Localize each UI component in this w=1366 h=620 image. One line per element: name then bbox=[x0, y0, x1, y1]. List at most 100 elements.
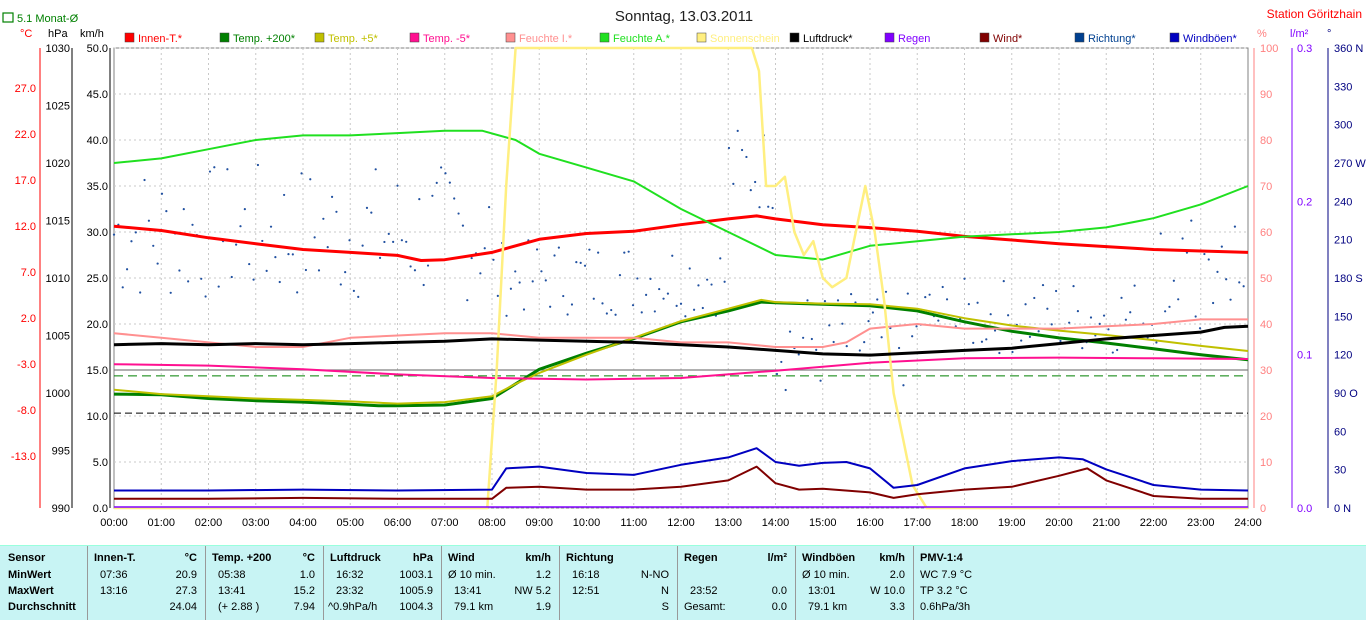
boeen-min-label: Ø 10 min. bbox=[802, 569, 850, 581]
richtung-dot bbox=[1116, 348, 1119, 352]
richtung-dot bbox=[1041, 283, 1045, 287]
richtung-dot bbox=[1238, 281, 1241, 284]
richtung-dot bbox=[1024, 303, 1027, 306]
richtung-dot bbox=[248, 262, 251, 266]
richtung-dot bbox=[662, 297, 665, 300]
richtung-dot bbox=[623, 251, 626, 254]
richtung-dot bbox=[998, 351, 1001, 355]
weather-chart: Sonntag, 13.03.2011 Station Göritzhain 5… bbox=[2, 7, 1366, 529]
richtung-dot bbox=[230, 275, 233, 279]
boeen-unit: km/h bbox=[879, 552, 905, 564]
richtung-dot bbox=[435, 181, 438, 185]
richtung-dot bbox=[610, 308, 613, 312]
richtung-dot bbox=[841, 322, 844, 325]
percent-tick: 10 bbox=[1260, 457, 1272, 469]
direction-tick: 180 S bbox=[1334, 273, 1363, 285]
col-temp200: Temp. +200 °C 05:38 1.0 13:41 15.2 (+ 2.88 … bbox=[206, 546, 324, 620]
innen-unit: °C bbox=[184, 552, 197, 564]
month-avg-label: 5.1 Monat-Ø bbox=[17, 13, 79, 25]
legend-label: Sonnenschein bbox=[710, 33, 780, 45]
richtung-dot bbox=[1111, 351, 1114, 354]
richtung-dot bbox=[828, 324, 831, 327]
x-tick: 16:00 bbox=[856, 517, 884, 529]
richtung-dot bbox=[832, 340, 835, 344]
innen-title: Innen-T. bbox=[94, 552, 136, 564]
x-tick: 09:00 bbox=[525, 517, 553, 529]
x-tick: 01:00 bbox=[147, 517, 175, 529]
boeen-min-value: 2.0 bbox=[889, 569, 905, 581]
x-tick: 20:00 bbox=[1045, 517, 1073, 529]
richtung-dot bbox=[156, 262, 159, 265]
direction-tick: 120 bbox=[1334, 350, 1352, 362]
richtung-dot bbox=[426, 264, 430, 267]
richtung-dot bbox=[143, 178, 146, 182]
richtung-dot bbox=[344, 270, 347, 274]
richtung-dot bbox=[562, 294, 565, 298]
regen-unit: l/m² bbox=[767, 552, 787, 564]
unit-percent: % bbox=[1257, 28, 1267, 40]
richtung-dot bbox=[710, 283, 713, 286]
temp-tick: 2.0 bbox=[21, 313, 36, 325]
richtung-dot bbox=[1233, 225, 1237, 228]
richtung-dot bbox=[911, 335, 914, 338]
richtung-dot bbox=[1225, 278, 1228, 281]
richtung-min-time: 16:18 bbox=[572, 569, 600, 581]
richtung-avg-value: S bbox=[661, 601, 669, 613]
unit-direction: ° bbox=[1327, 28, 1331, 40]
richtung-dot bbox=[169, 291, 172, 294]
richtung-dot bbox=[422, 283, 425, 287]
richtung-dot bbox=[466, 299, 469, 302]
richtung-dot bbox=[775, 372, 779, 376]
richtung-dot bbox=[339, 283, 342, 286]
richtung-dot bbox=[1168, 305, 1171, 308]
richtung-dot bbox=[322, 217, 325, 220]
richtung-dot bbox=[1054, 289, 1058, 293]
series-line bbox=[113, 214, 1249, 262]
series-line bbox=[113, 356, 1249, 381]
x-tick: 21:00 bbox=[1092, 517, 1120, 529]
pmv-windchill: WC 7.9 °C bbox=[920, 569, 973, 581]
legend-swatch bbox=[314, 32, 325, 43]
richtung-dot bbox=[697, 284, 700, 287]
richtung-dot bbox=[291, 253, 294, 256]
x-tick: 13:00 bbox=[714, 517, 742, 529]
richtung-dot bbox=[897, 346, 901, 350]
richtung-dot bbox=[797, 353, 800, 356]
legend-label: Feuchte I.* bbox=[519, 33, 573, 45]
richtung-dot bbox=[740, 148, 744, 152]
temp200-title: Temp. +200 bbox=[212, 552, 272, 564]
x-tick: 24:00 bbox=[1234, 517, 1262, 529]
richtung-dot bbox=[871, 311, 875, 314]
richtung-dot bbox=[675, 304, 678, 307]
richtung-dot bbox=[514, 270, 517, 273]
richtung-dot bbox=[300, 172, 303, 175]
richtung-dot bbox=[867, 320, 870, 323]
richtung-dot bbox=[732, 182, 735, 185]
richtung-dot bbox=[906, 292, 909, 295]
richtung-dot bbox=[649, 277, 652, 280]
richtung-dot bbox=[187, 280, 190, 283]
x-tick: 17:00 bbox=[903, 517, 931, 529]
richtung-dot bbox=[1068, 321, 1071, 324]
legend-swatch bbox=[979, 32, 990, 43]
richtung-dot bbox=[370, 211, 373, 214]
legend-label: Richtung* bbox=[1088, 33, 1136, 45]
x-tick: 07:00 bbox=[431, 517, 459, 529]
richtung-dot bbox=[640, 311, 643, 314]
richtung-dot bbox=[125, 268, 129, 271]
richtung-dot bbox=[945, 298, 949, 301]
direction-tick: 360 N bbox=[1334, 43, 1363, 55]
richtung-dot bbox=[854, 301, 857, 304]
richtung-dot bbox=[1046, 307, 1049, 310]
legend-label: Feuchte A.* bbox=[613, 33, 671, 45]
richtung-dot bbox=[112, 233, 116, 236]
richtung-dot bbox=[758, 206, 761, 209]
legend: Innen-T.* Temp. +200* Temp. +5* Temp. -5* Fe… bbox=[124, 32, 1238, 45]
richtung-dot bbox=[226, 168, 229, 171]
legend-swatch bbox=[409, 32, 420, 43]
x-tick: 04:00 bbox=[289, 517, 317, 529]
x-tick: 19:00 bbox=[998, 517, 1026, 529]
richtung-dot bbox=[239, 225, 242, 228]
richtung-dot bbox=[771, 206, 774, 210]
temp200-avg-extra: (+ 2.88 ) bbox=[218, 601, 260, 613]
